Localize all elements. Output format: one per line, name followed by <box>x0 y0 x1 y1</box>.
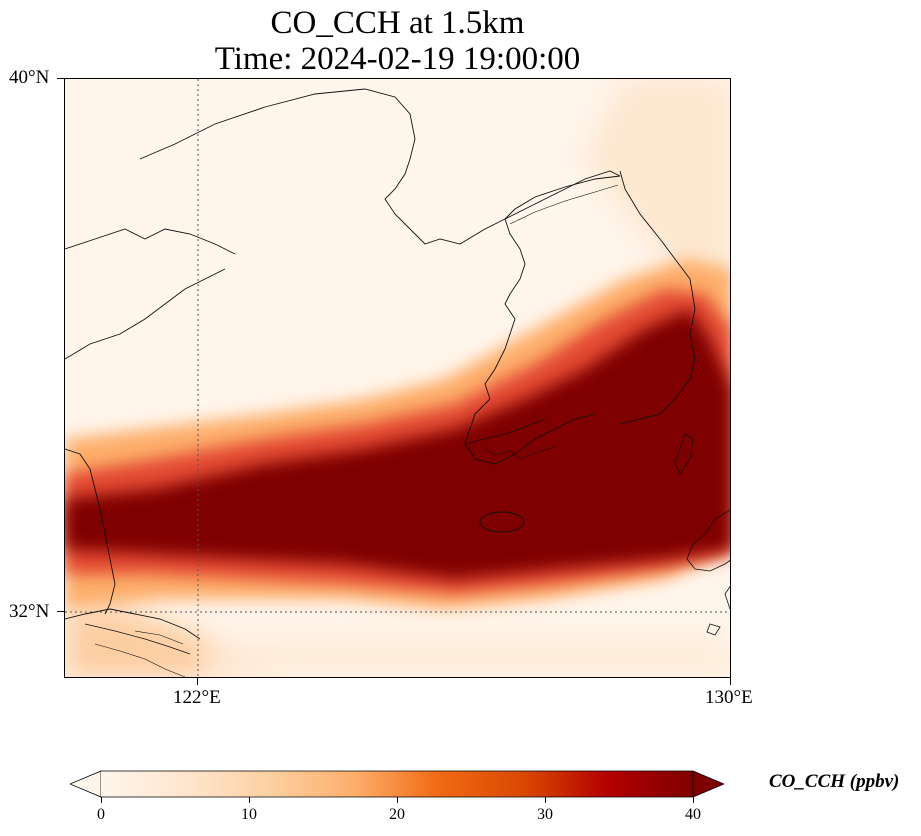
lat-tick-label-40n: 40°N <box>9 67 50 88</box>
colorbar-tick-label: 10 <box>241 806 257 823</box>
colorbar-min-extend <box>70 770 102 798</box>
colorbar-tick-mark <box>545 797 546 803</box>
colorbar-tick-label: 30 <box>537 806 553 823</box>
lat-tick-label-32n: 32°N <box>9 601 50 622</box>
map-title-line-2: Time: 2024-02-19 19:00:00 <box>214 41 581 77</box>
colorbar <box>70 770 724 798</box>
colorbar-gradient <box>101 771 693 797</box>
map-title-line-1: CO_CCH at 1.5km <box>270 5 525 41</box>
colorbar-tick-label: 20 <box>389 806 405 823</box>
colorbar-tick-label: 0 <box>97 806 105 823</box>
colorbar-tick-mark <box>249 797 250 803</box>
coastlines <box>65 88 730 677</box>
colorbar-tick-mark <box>693 797 694 803</box>
lon-tick-label-122e: 122°E <box>173 687 221 708</box>
map-canvas <box>65 79 730 677</box>
colorbar-tick-mark <box>397 797 398 803</box>
map-panel <box>64 78 731 678</box>
lon-tick-label-130e: 130°E <box>705 687 753 708</box>
co-plume-core <box>65 309 730 579</box>
lat-tick-mark-40n <box>57 78 64 79</box>
lat-tick-mark-32n <box>57 611 64 612</box>
colorbar-max-extend <box>692 770 724 798</box>
colorbar-tick-mark <box>101 797 102 803</box>
colorbar-label: CO_CCH (ppbv) <box>769 771 900 792</box>
lon-tick-mark-130e <box>730 678 731 685</box>
lon-tick-mark-122e <box>197 678 198 685</box>
colorbar-tick-label: 40 <box>685 806 701 823</box>
